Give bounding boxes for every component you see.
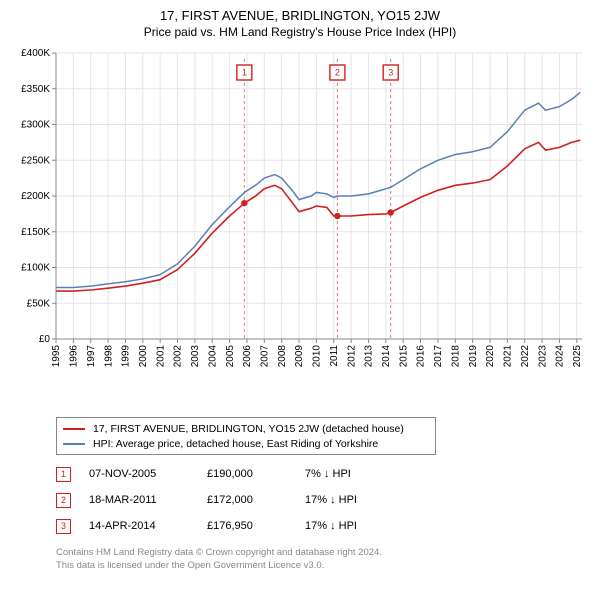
chart-subtitle: Price paid vs. HM Land Registry's House … [12, 25, 588, 39]
svg-text:2017: 2017 [433, 345, 444, 368]
event-hpi: 7% ↓ HPI [305, 468, 405, 480]
svg-text:2018: 2018 [450, 345, 461, 368]
footnote: Contains HM Land Registry data © Crown c… [56, 547, 588, 573]
svg-text:£300K: £300K [21, 120, 50, 131]
svg-text:2016: 2016 [416, 345, 427, 368]
event-row: 2 18-MAR-2011 £172,000 17% ↓ HPI [56, 487, 588, 513]
svg-text:£0: £0 [39, 334, 51, 345]
svg-text:1: 1 [242, 68, 247, 78]
svg-text:1997: 1997 [86, 345, 97, 368]
svg-text:£200K: £200K [21, 191, 50, 202]
event-hpi: 17% ↓ HPI [305, 520, 405, 532]
event-date: 14-APR-2014 [89, 520, 189, 532]
svg-text:2010: 2010 [312, 345, 323, 368]
svg-text:2: 2 [335, 68, 340, 78]
event-date: 07-NOV-2005 [89, 468, 189, 480]
svg-text:2023: 2023 [537, 345, 548, 368]
svg-text:1998: 1998 [103, 345, 114, 368]
svg-text:2024: 2024 [555, 345, 566, 368]
legend-swatch [63, 428, 85, 430]
event-row: 1 07-NOV-2005 £190,000 7% ↓ HPI [56, 461, 588, 487]
event-price: £172,000 [207, 494, 287, 506]
chart-container: 17, FIRST AVENUE, BRIDLINGTON, YO15 2JW … [0, 0, 600, 581]
events-table: 1 07-NOV-2005 £190,000 7% ↓ HPI 2 18-MAR-2011… [56, 461, 588, 539]
event-date: 18-MAR-2011 [89, 494, 189, 506]
event-price: £190,000 [207, 468, 287, 480]
svg-text:2004: 2004 [207, 345, 218, 368]
svg-text:£150K: £150K [21, 227, 50, 238]
svg-text:2009: 2009 [294, 345, 305, 368]
legend-item: 17, FIRST AVENUE, BRIDLINGTON, YO15 2JW … [63, 421, 429, 436]
svg-text:1996: 1996 [69, 345, 80, 368]
event-marker: 2 [56, 493, 71, 508]
svg-text:2022: 2022 [520, 345, 531, 368]
svg-text:2008: 2008 [277, 345, 288, 368]
svg-text:2013: 2013 [364, 345, 375, 368]
svg-text:2006: 2006 [242, 345, 253, 368]
event-price: £176,950 [207, 520, 287, 532]
svg-text:£250K: £250K [21, 155, 50, 166]
svg-text:2005: 2005 [225, 345, 236, 368]
svg-text:£350K: £350K [21, 84, 50, 95]
svg-text:2019: 2019 [468, 345, 479, 368]
svg-text:2003: 2003 [190, 345, 201, 368]
chart-plot: £0 £50K £100K £150K £200K £250K £300K £350K £400… [12, 47, 588, 407]
svg-text:2007: 2007 [260, 345, 271, 368]
svg-text:3: 3 [388, 68, 393, 78]
svg-text:1999: 1999 [121, 345, 132, 368]
legend-item: HPI: Average price, detached house, East… [63, 436, 429, 451]
chart-title: 17, FIRST AVENUE, BRIDLINGTON, YO15 2JW [12, 8, 588, 23]
legend-swatch [63, 443, 85, 445]
svg-text:2001: 2001 [155, 345, 166, 368]
svg-text:2021: 2021 [503, 345, 514, 368]
svg-text:2000: 2000 [138, 345, 149, 368]
svg-text:£50K: £50K [27, 298, 51, 309]
svg-text:2002: 2002 [173, 345, 184, 368]
svg-text:£100K: £100K [21, 263, 50, 274]
event-hpi: 17% ↓ HPI [305, 494, 405, 506]
legend-label: 17, FIRST AVENUE, BRIDLINGTON, YO15 2JW … [93, 423, 404, 435]
svg-text:2020: 2020 [485, 345, 496, 368]
event-marker: 3 [56, 519, 71, 534]
svg-text:2014: 2014 [381, 345, 392, 368]
footnote-line: Contains HM Land Registry data © Crown c… [56, 547, 588, 560]
svg-text:1995: 1995 [51, 345, 62, 368]
legend-label: HPI: Average price, detached house, East… [93, 438, 378, 450]
svg-text:2025: 2025 [572, 345, 583, 368]
legend: 17, FIRST AVENUE, BRIDLINGTON, YO15 2JW … [56, 417, 436, 455]
footnote-line: This data is licensed under the Open Gov… [56, 560, 588, 573]
svg-text:2012: 2012 [346, 345, 357, 368]
svg-text:2015: 2015 [398, 345, 409, 368]
svg-text:£400K: £400K [21, 48, 50, 59]
svg-text:2011: 2011 [329, 345, 340, 367]
event-row: 3 14-APR-2014 £176,950 17% ↓ HPI [56, 513, 588, 539]
event-marker: 1 [56, 467, 71, 482]
